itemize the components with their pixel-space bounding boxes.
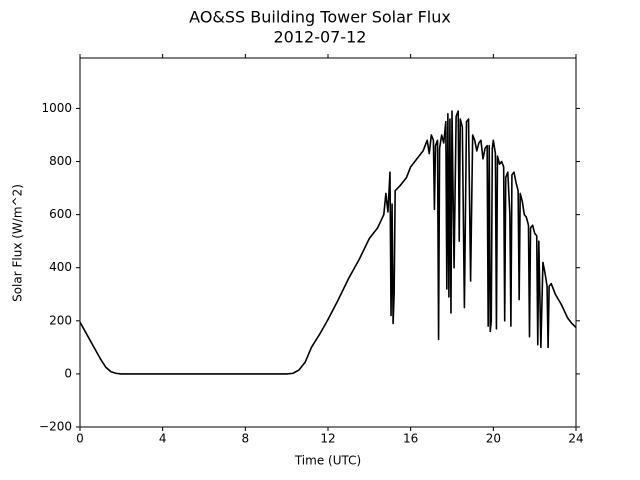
x-tick-label: 12 <box>320 432 335 446</box>
y-axis-label: Solar Flux (W/m^2) <box>11 184 25 302</box>
x-tick-label: 16 <box>403 432 418 446</box>
chart-subtitle: 2012-07-12 <box>274 28 367 47</box>
y-tick-label: 200 <box>49 313 72 327</box>
x-tick-label: 4 <box>159 432 167 446</box>
x-tick-label: 0 <box>76 432 84 446</box>
x-tick-label: 24 <box>568 432 583 446</box>
y-tick-label: 400 <box>49 260 72 274</box>
y-tick-label: −200 <box>39 420 72 434</box>
y-tick-label: 600 <box>49 207 72 221</box>
x-tick-label: 20 <box>486 432 501 446</box>
data-line <box>79 110 577 375</box>
plot-frame <box>79 57 577 428</box>
y-tick-label: 1000 <box>41 101 72 115</box>
y-tick-label: 0 <box>64 366 72 380</box>
y-tick-label: 800 <box>49 154 72 168</box>
x-axis-label: Time (UTC) <box>294 454 361 468</box>
chart-title: AO&SS Building Tower Solar Flux <box>189 8 451 27</box>
x-tick-label: 8 <box>242 432 250 446</box>
